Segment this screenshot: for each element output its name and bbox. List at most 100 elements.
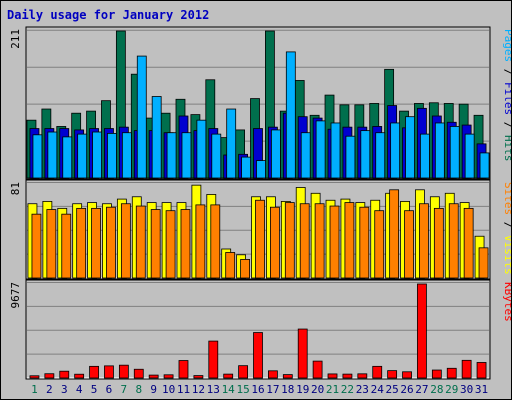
day-label: 23	[356, 383, 369, 396]
bar-sites-day-13	[210, 204, 221, 279]
bar-sites-day-24	[374, 210, 385, 279]
day-label: 19	[296, 383, 309, 396]
bar-sites-day-9	[150, 209, 161, 279]
bar-kbytes-day-22	[342, 373, 353, 379]
bar-sites-day-1	[31, 213, 42, 279]
day-label: 15	[236, 383, 249, 396]
bar-sites-day-5	[91, 207, 101, 279]
bar-pages-day-31	[479, 152, 490, 179]
day-label: 27	[415, 383, 428, 396]
bar-pages-day-20	[315, 120, 326, 179]
bar-pages-day-28	[434, 122, 445, 179]
bar-pages-day-29	[449, 126, 460, 179]
bar-pages-day-13	[211, 133, 222, 179]
bar-kbytes-day-12	[193, 375, 204, 379]
bar-sites-day-12	[195, 204, 206, 279]
bar-sites-day-11	[180, 209, 191, 279]
bar-sites-day-28	[433, 207, 444, 279]
day-label: 22	[341, 383, 354, 396]
bar-pages-day-1	[32, 134, 43, 179]
bar-kbytes-day-5	[89, 365, 99, 379]
bar-kbytes-day-13	[208, 340, 219, 379]
bar-sites-day-31	[478, 247, 489, 279]
bar-kbytes-day-25	[387, 370, 398, 379]
bar-sites-day-7	[120, 203, 131, 279]
bar-sites-day-4	[76, 207, 87, 279]
bar-pages-day-27	[420, 133, 430, 179]
legend-entry: Hits	[502, 135, 511, 162]
legend-entry: Visits	[502, 235, 511, 275]
bar-kbytes-day-27	[417, 283, 427, 379]
bar-pages-day-23	[360, 130, 371, 179]
bar-kbytes-day-3	[59, 370, 70, 379]
bar-kbytes-day-21	[327, 373, 338, 379]
bar-pages-day-18	[285, 51, 296, 179]
day-label: 5	[91, 383, 98, 396]
bar-pages-day-17	[271, 129, 281, 179]
bar-kbytes-day-16	[253, 332, 263, 379]
bar-kbytes-day-31	[476, 362, 487, 379]
day-label: 16	[251, 383, 264, 396]
bar-pages-day-2	[47, 131, 58, 179]
bar-sites-day-22	[344, 202, 355, 279]
bar-pages-day-10	[166, 132, 177, 179]
day-label: 2	[46, 383, 53, 396]
bar-pages-day-4	[77, 133, 88, 179]
bar-sites-day-2	[46, 209, 57, 279]
bar-sites-day-20	[314, 203, 325, 279]
day-label: 8	[135, 383, 142, 396]
bar-kbytes-day-8	[133, 368, 144, 379]
bar-kbytes-day-1	[29, 375, 40, 379]
day-label: 29	[445, 383, 458, 396]
bar-pages-day-25	[390, 122, 401, 179]
bar-sites-day-14	[225, 252, 236, 279]
bar-sites-day-26	[404, 210, 414, 279]
bar-pages-day-7	[121, 132, 132, 179]
day-label: 26	[400, 383, 413, 396]
bar-kbytes-day-4	[74, 373, 85, 379]
day-label: 12	[192, 383, 205, 396]
bar-pages-day-11	[181, 132, 192, 179]
legend-entry: /	[502, 215, 511, 235]
legend-entry: Sites	[502, 182, 511, 215]
day-label: 4	[76, 383, 83, 396]
bar-sites-day-18	[284, 202, 295, 279]
bar-pages-day-3	[62, 136, 73, 179]
bar-sites-day-8	[135, 205, 146, 279]
bar-kbytes-day-30	[461, 359, 472, 379]
bar-pages-day-19	[300, 132, 311, 179]
bar-pages-day-21	[330, 122, 341, 179]
bar-pages-day-22	[345, 135, 356, 179]
legend-entry: KBytes	[502, 282, 511, 322]
legend-entry: /	[502, 62, 511, 82]
bar-sites-day-6	[106, 206, 116, 279]
bar-kbytes-day-15	[238, 365, 248, 379]
day-label: 9	[150, 383, 157, 396]
legend-entry: Files	[502, 82, 511, 115]
bar-pages-day-5	[92, 131, 102, 179]
bar-sites-day-19	[299, 203, 310, 279]
bar-pages-day-6	[107, 133, 117, 179]
legend-entry: /	[502, 115, 511, 135]
day-label: 25	[386, 383, 399, 396]
day-label: 28	[430, 383, 443, 396]
bar-kbytes-day-6	[104, 365, 114, 379]
day-label: 1	[31, 383, 38, 396]
bar-sites-day-27	[419, 203, 429, 279]
bar-kbytes-day-2	[44, 373, 55, 379]
bar-pages-day-14	[226, 108, 237, 179]
bar-kbytes-day-10	[163, 374, 174, 379]
legend-entry: Pages	[502, 29, 511, 62]
bar-kbytes-day-18	[282, 374, 293, 379]
bar-kbytes-day-14	[223, 373, 234, 379]
panel-bottom-legend: KBytes	[502, 282, 511, 322]
bar-kbytes-day-26	[402, 371, 412, 379]
bar-kbytes-day-29	[446, 367, 457, 379]
bar-pages-day-8	[136, 55, 147, 179]
day-label: 18	[281, 383, 294, 396]
bar-sites-day-16	[255, 199, 265, 279]
day-label: 7	[121, 383, 128, 396]
bar-sites-day-29	[448, 203, 459, 279]
bar-sites-day-3	[61, 213, 72, 279]
